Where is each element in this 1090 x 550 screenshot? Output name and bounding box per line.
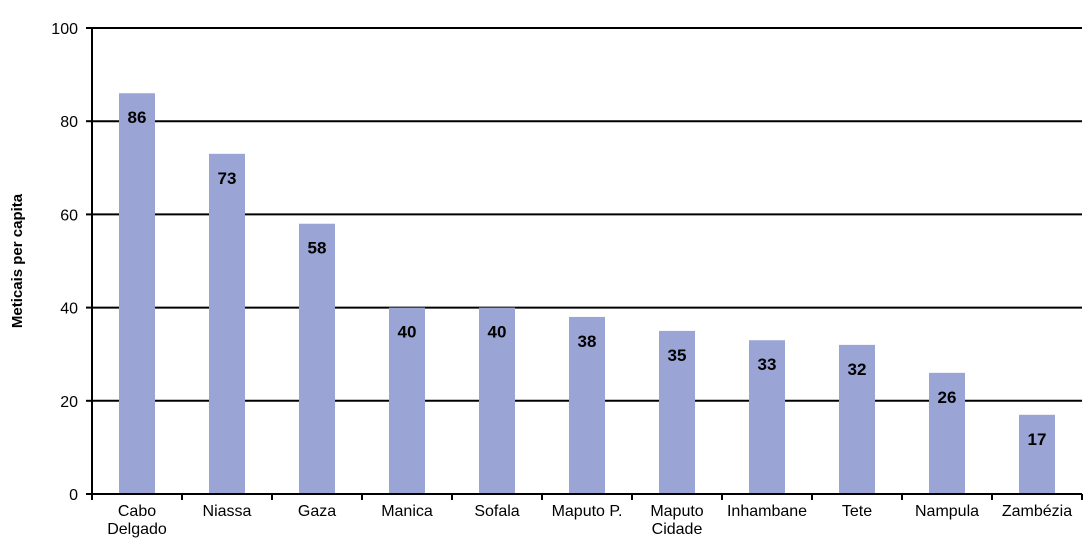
- bar: [659, 330, 695, 494]
- x-tick-label: Sofala: [474, 503, 519, 520]
- x-tick-label: Cabo Delgado: [107, 503, 167, 538]
- x-tick-label: Manica: [381, 503, 433, 520]
- x-tick-label: Maputo P.: [552, 503, 623, 520]
- value-label: 26: [938, 388, 957, 407]
- y-tick-label: 40: [60, 301, 78, 318]
- y-tick-label: 60: [60, 207, 78, 224]
- y-axis-label: Meticais per capita: [9, 193, 26, 328]
- value-label: 38: [578, 332, 597, 351]
- value-label: 35: [668, 346, 687, 365]
- bar: [479, 307, 515, 494]
- value-label: 73: [218, 169, 237, 188]
- y-tick-label: 0: [69, 487, 78, 504]
- bar: [1019, 414, 1055, 494]
- bar: [209, 153, 245, 494]
- x-tick-label: Gaza: [298, 503, 336, 520]
- value-label: 17: [1028, 430, 1047, 449]
- bar: [929, 372, 965, 494]
- x-tick-label: Nampula: [915, 503, 979, 520]
- bar: [839, 344, 875, 494]
- y-tick-label: 20: [60, 394, 78, 411]
- value-label: 32: [848, 360, 867, 379]
- x-tick-label: Niassa: [203, 503, 252, 520]
- value-label: 33: [758, 355, 777, 374]
- bar: [299, 223, 335, 494]
- value-label: 86: [128, 108, 147, 127]
- bar: [569, 316, 605, 494]
- bar: [119, 93, 155, 495]
- value-label: 58: [308, 239, 327, 258]
- x-tick-label: Inhambane: [727, 503, 807, 520]
- x-tick-label: Tete: [842, 503, 872, 520]
- bar: [389, 307, 425, 494]
- y-tick-label: 100: [51, 21, 78, 38]
- bar: [749, 340, 785, 494]
- value-label: 40: [488, 323, 507, 342]
- x-tick-label: Maputo Cidade: [650, 503, 703, 538]
- y-tick-label: 80: [60, 114, 78, 131]
- x-tick-label: Zambézia: [1002, 503, 1072, 520]
- value-label: 40: [398, 323, 417, 342]
